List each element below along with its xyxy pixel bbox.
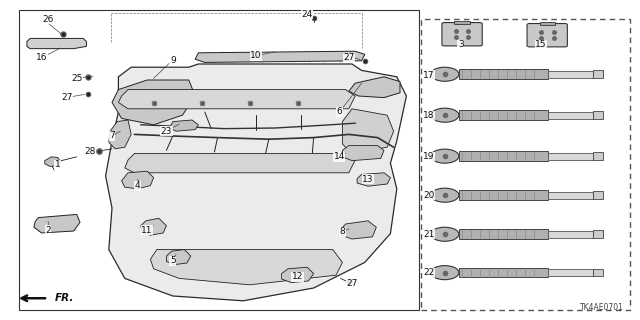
Bar: [19, 10, 419, 310]
FancyBboxPatch shape: [527, 23, 568, 47]
Text: 19: 19: [423, 152, 435, 161]
Bar: [593, 191, 603, 199]
Text: 4: 4: [135, 181, 140, 190]
Bar: [593, 152, 603, 160]
Bar: [548, 153, 593, 160]
Polygon shape: [45, 157, 61, 166]
Text: 16: 16: [36, 53, 47, 62]
Text: 25: 25: [71, 74, 83, 83]
Text: 22: 22: [423, 268, 435, 277]
Bar: [548, 192, 593, 199]
FancyBboxPatch shape: [442, 22, 483, 46]
Text: 18: 18: [423, 111, 435, 120]
Text: 10: 10: [250, 52, 262, 60]
Text: 17: 17: [423, 71, 435, 80]
Polygon shape: [349, 77, 400, 98]
Text: 3: 3: [458, 40, 463, 49]
Polygon shape: [141, 218, 166, 235]
Circle shape: [431, 188, 459, 202]
Polygon shape: [150, 250, 342, 285]
Bar: [459, 190, 548, 200]
Text: 1: 1: [55, 160, 60, 169]
Bar: [593, 269, 603, 276]
Polygon shape: [357, 173, 390, 186]
Text: 12: 12: [292, 272, 303, 281]
Circle shape: [431, 67, 459, 81]
Text: 20: 20: [423, 191, 435, 200]
Text: 27: 27: [343, 53, 355, 62]
Bar: [593, 230, 603, 238]
Circle shape: [431, 149, 459, 163]
Bar: [593, 70, 603, 78]
Polygon shape: [34, 214, 80, 233]
Bar: [540, 22, 555, 25]
Polygon shape: [106, 64, 406, 301]
Bar: [459, 268, 548, 277]
Text: 28: 28: [84, 148, 95, 156]
Polygon shape: [342, 146, 384, 161]
Bar: [459, 229, 548, 239]
Polygon shape: [109, 120, 131, 149]
Text: 7: 7: [109, 132, 115, 140]
Text: 24: 24: [301, 10, 313, 19]
Polygon shape: [166, 250, 191, 265]
Polygon shape: [125, 154, 355, 173]
Text: 8: 8: [340, 228, 345, 236]
Circle shape: [431, 266, 459, 280]
Polygon shape: [112, 80, 195, 125]
Text: 11: 11: [141, 226, 153, 235]
Bar: [459, 69, 548, 79]
Bar: [548, 269, 593, 276]
Text: 27: 27: [346, 279, 358, 288]
Bar: [459, 110, 548, 120]
Polygon shape: [340, 221, 376, 239]
Text: 2: 2: [45, 226, 51, 235]
Text: 5: 5: [170, 256, 175, 265]
Bar: [454, 21, 470, 24]
Bar: [548, 71, 593, 78]
Text: 21: 21: [423, 230, 435, 239]
Text: 27: 27: [61, 93, 73, 102]
Circle shape: [431, 227, 459, 241]
Circle shape: [431, 108, 459, 122]
Text: 14: 14: [333, 152, 345, 161]
Bar: [548, 112, 593, 119]
Text: 15: 15: [535, 40, 547, 49]
Bar: [548, 231, 593, 238]
Text: 9: 9: [170, 56, 175, 65]
Text: 23: 23: [161, 127, 172, 136]
Text: FR.: FR.: [54, 293, 74, 303]
Polygon shape: [118, 90, 355, 109]
Polygon shape: [342, 109, 394, 154]
Text: 13: 13: [362, 175, 374, 184]
Polygon shape: [27, 38, 86, 49]
Text: 6: 6: [337, 108, 342, 116]
Polygon shape: [282, 267, 314, 283]
Text: TK4AE0701: TK4AE0701: [580, 303, 624, 312]
Bar: [421, 19, 630, 310]
Polygon shape: [195, 51, 365, 62]
Bar: [459, 151, 548, 161]
Bar: [593, 111, 603, 119]
Polygon shape: [170, 120, 198, 131]
Polygon shape: [122, 171, 154, 189]
Text: 26: 26: [42, 15, 54, 24]
